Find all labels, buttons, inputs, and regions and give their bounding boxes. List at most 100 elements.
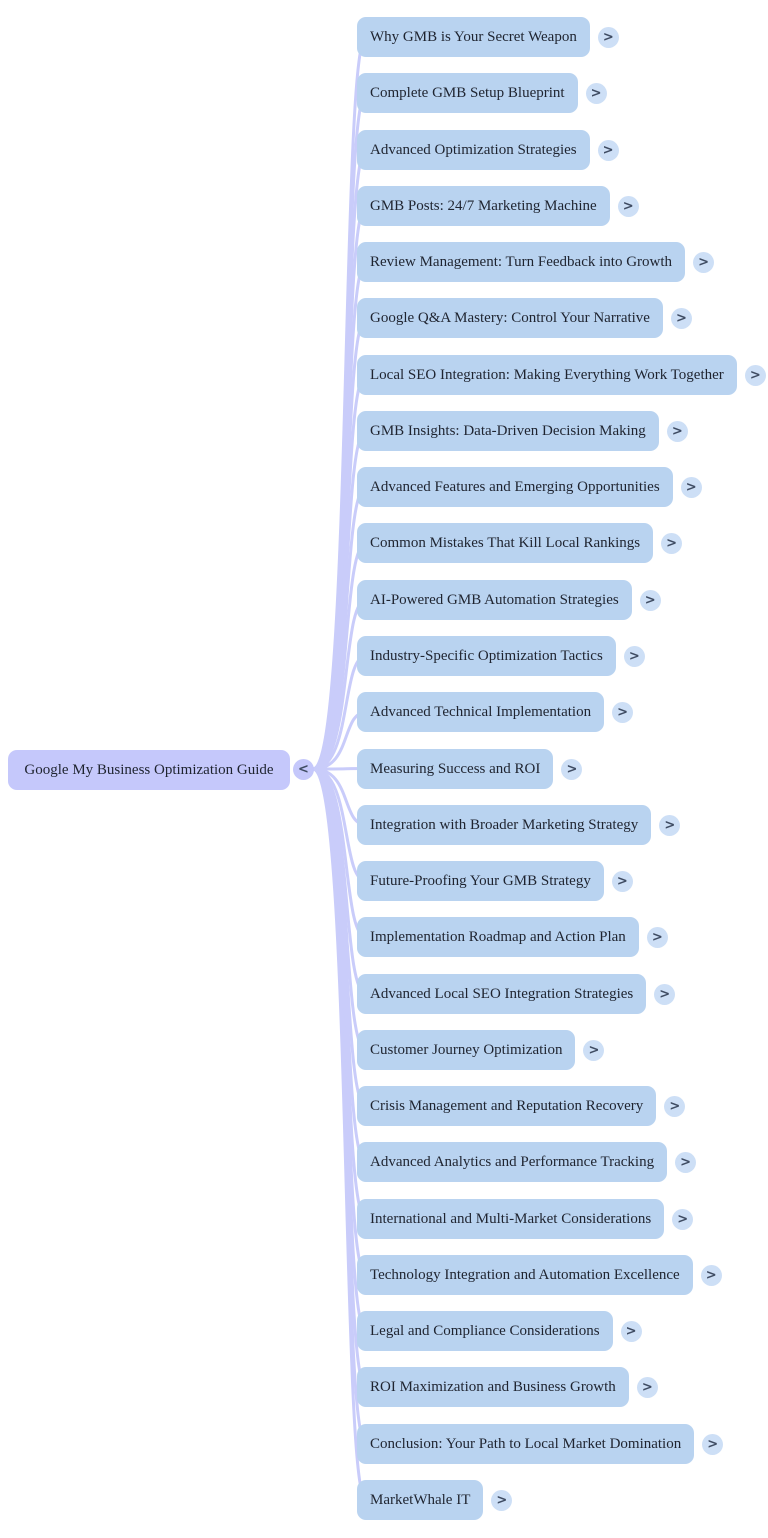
branch-node-label: Measuring Success and ROI [370,760,541,777]
expand-circle-icon[interactable]: > [654,983,676,1005]
branch-node[interactable]: Advanced Optimization Strategies [357,130,590,170]
expand-circle-icon[interactable]: > [664,1095,686,1117]
root-node[interactable]: Google My Business Optimization Guide [8,750,290,790]
branch-node-row: Conclusion: Your Path to Local Market Do… [357,1424,724,1464]
branch-node-label: Conclusion: Your Path to Local Market Do… [370,1435,682,1452]
expand-chevron-icon: > [641,1379,653,1395]
expand-circle-icon[interactable]: > [611,870,633,892]
branch-node[interactable]: Common Mistakes That Kill Local Rankings [357,523,654,563]
branch-node[interactable]: Google Q&A Mastery: Control Your Narrati… [357,298,663,338]
branch-node-row: Advanced Features and Emerging Opportuni… [357,467,702,507]
branch-node[interactable]: Industry-Specific Optimization Tactics [357,636,616,676]
branch-node[interactable]: Conclusion: Your Path to Local Market Do… [357,1424,695,1464]
branch-node-label: Integration with Broader Marketing Strat… [370,816,639,833]
branch-node-label: Google Q&A Mastery: Control Your Narrati… [370,309,650,326]
branch-node-label: Industry-Specific Optimization Tactics [370,647,603,664]
expand-circle-icon[interactable]: > [617,195,639,217]
expand-circle-icon[interactable]: > [659,814,681,836]
expand-circle-icon[interactable]: > [623,645,645,667]
branch-node[interactable]: Integration with Broader Marketing Strat… [357,805,652,845]
expand-circle-icon[interactable]: > [680,476,702,498]
branch-node[interactable]: Measuring Success and ROI [357,749,554,789]
expand-chevron-icon: > [749,367,761,383]
expand-circle-icon[interactable]: > [597,139,619,161]
branch-node-label: Common Mistakes That Kill Local Rankings [370,534,641,551]
expand-circle-icon[interactable]: > [670,307,692,329]
branch-node[interactable]: Crisis Management and Reputation Recover… [357,1086,657,1126]
branch-node-row: Customer Journey Optimization > [357,1030,605,1070]
expand-circle-icon[interactable]: > [583,1039,605,1061]
branch-node-label: Advanced Optimization Strategies [370,141,577,158]
branch-node[interactable]: Advanced Analytics and Performance Track… [357,1142,668,1182]
expand-circle-icon[interactable]: > [693,251,715,273]
branch-node-row: Technology Integration and Automation Ex… [357,1255,722,1295]
branch-node[interactable]: International and Multi-Market Considera… [357,1199,665,1239]
branch-node-row: Common Mistakes That Kill Local Rankings… [357,523,683,563]
expand-chevron-icon: > [644,592,656,608]
expand-chevron-icon: > [625,1323,637,1339]
expand-chevron-icon: > [617,704,629,720]
branch-node-label: ROI Maximization and Business Growth [370,1378,616,1395]
expand-circle-icon[interactable]: > [612,701,634,723]
branch-node[interactable]: GMB Posts: 24/7 Marketing Machine [357,186,610,226]
branch-node-row: Advanced Local SEO Integration Strategie… [357,974,676,1014]
expand-circle-icon[interactable]: > [639,589,661,611]
expand-circle-icon[interactable]: > [702,1433,724,1455]
branch-node[interactable]: Technology Integration and Automation Ex… [357,1255,693,1295]
expand-circle-icon[interactable]: > [675,1151,697,1173]
expand-chevron-icon: > [590,85,602,101]
expand-chevron-icon: > [496,1492,508,1508]
expand-circle-icon[interactable]: > [636,1376,658,1398]
expand-circle-icon[interactable]: > [666,420,688,442]
branch-node-label: Local SEO Integration: Making Everything… [370,366,724,383]
branch-node[interactable]: Implementation Roadmap and Action Plan [357,917,639,957]
expand-chevron-icon: > [622,198,634,214]
expand-chevron-icon: > [602,142,614,158]
expand-circle-icon[interactable]: > [646,926,668,948]
branch-node-label: Advanced Technical Implementation [370,703,592,720]
branch-node[interactable]: Advanced Technical Implementation [357,692,605,732]
collapse-circle-icon[interactable]: < [293,759,314,780]
branch-node[interactable]: Why GMB is Your Secret Weapon [357,17,590,57]
expand-circle-icon[interactable]: > [491,1489,513,1511]
expand-circle-icon[interactable]: > [585,82,607,104]
branch-node-label: Implementation Roadmap and Action Plan [370,928,626,945]
branch-node-label: Crisis Management and Reputation Recover… [370,1097,644,1114]
expand-circle-icon[interactable]: > [700,1264,722,1286]
branch-node-row: Measuring Success and ROI > [357,749,583,789]
expand-circle-icon[interactable]: > [744,364,766,386]
expand-chevron-icon: > [671,423,683,439]
expand-circle-icon[interactable]: > [561,758,583,780]
branch-node[interactable]: Advanced Features and Emerging Opportuni… [357,467,673,507]
branch-node-row: Industry-Specific Optimization Tactics > [357,636,645,676]
branch-node[interactable]: Customer Journey Optimization [357,1030,576,1070]
branch-node[interactable]: Advanced Local SEO Integration Strategie… [357,974,647,1014]
expand-circle-icon[interactable]: > [672,1208,694,1230]
branch-node[interactable]: ROI Maximization and Business Growth [357,1367,629,1407]
branch-node[interactable]: GMB Insights: Data-Driven Decision Makin… [357,411,659,451]
expand-chevron-icon: > [566,761,578,777]
branch-node[interactable]: Review Management: Turn Feedback into Gr… [357,242,686,282]
branch-node[interactable]: Complete GMB Setup Blueprint [357,73,578,113]
branch-node-row: Advanced Analytics and Performance Track… [357,1142,697,1182]
branch-node-row: GMB Posts: 24/7 Marketing Machine > [357,186,639,226]
expand-circle-icon[interactable]: > [597,26,619,48]
branch-node[interactable]: AI-Powered GMB Automation Strategies [357,580,632,620]
branch-node-label: Technology Integration and Automation Ex… [370,1266,680,1283]
expand-chevron-icon: > [616,873,628,889]
expand-circle-icon[interactable]: > [620,1320,642,1342]
branch-node-row: Integration with Broader Marketing Strat… [357,805,681,845]
branch-node[interactable]: Future-Proofing Your GMB Strategy [357,861,604,901]
branch-node-label: Why GMB is Your Secret Weapon [370,28,577,45]
expand-chevron-icon: > [707,1436,719,1452]
branch-node-label: AI-Powered GMB Automation Strategies [370,591,619,608]
branch-node-row: ROI Maximization and Business Growth > [357,1367,658,1407]
branch-node[interactable]: Legal and Compliance Considerations [357,1311,613,1351]
branch-node[interactable]: Local SEO Integration: Making Everything… [357,355,737,395]
branch-node-row: Google Q&A Mastery: Control Your Narrati… [357,298,692,338]
branch-node[interactable]: MarketWhale IT [357,1480,484,1520]
expand-circle-icon[interactable]: > [661,532,683,554]
branch-node-row: International and Multi-Market Considera… [357,1199,694,1239]
branch-node-row: Why GMB is Your Secret Weapon > [357,17,619,57]
